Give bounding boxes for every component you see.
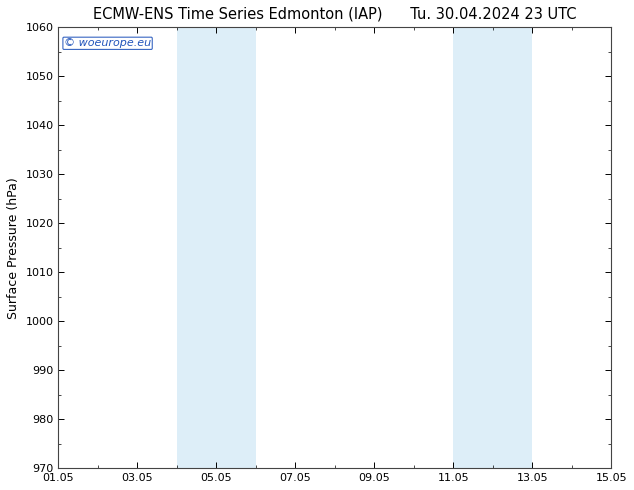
Title: ECMW-ENS Time Series Edmonton (IAP)      Tu. 30.04.2024 23 UTC: ECMW-ENS Time Series Edmonton (IAP) Tu. … [93, 7, 576, 22]
Text: © woeurope.eu: © woeurope.eu [64, 38, 151, 49]
Y-axis label: Surface Pressure (hPa): Surface Pressure (hPa) [7, 177, 20, 318]
Bar [493, 27, 533, 468]
Bar [216, 27, 256, 468]
Bar [453, 27, 493, 468]
Bar [177, 27, 216, 468]
